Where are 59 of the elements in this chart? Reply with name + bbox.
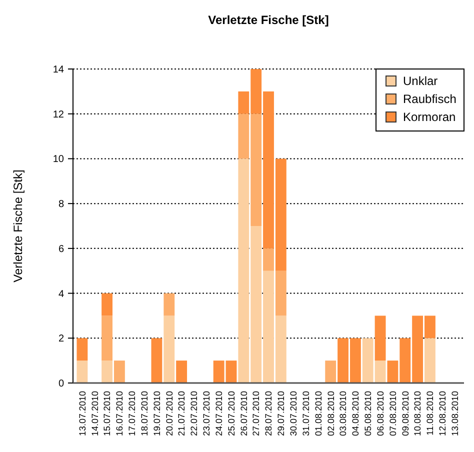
x-tick-label: 14.07.2010 xyxy=(90,391,100,436)
x-tick-label: 25.07.2010 xyxy=(226,391,236,436)
x-tick-label: 22.07.2010 xyxy=(189,391,200,436)
x-tick-label: 29.07.2010 xyxy=(276,391,286,436)
x-tick-label: 01.08.2010 xyxy=(313,391,324,436)
x-tick-label: 19.07.2010 xyxy=(152,391,162,436)
bar xyxy=(325,360,336,383)
y-tick-label: 2 xyxy=(58,334,64,345)
x-tick-label: 10.08.2010 xyxy=(412,391,423,436)
x-tick-label: 20.07.2010 xyxy=(164,391,174,436)
x-tick-label: 13.08.2010 xyxy=(450,391,460,436)
x-tick-label: 26.07.2010 xyxy=(238,391,249,436)
x-tick-label: 11.08.2010 xyxy=(425,391,436,436)
x-tick-label: 13.07.2010 xyxy=(77,391,88,436)
x-tick-label: 23.07.2010 xyxy=(202,391,212,436)
bar xyxy=(102,293,112,316)
bar xyxy=(102,316,112,361)
bar xyxy=(102,360,112,383)
x-tick-label: 30.07.2010 xyxy=(288,391,298,436)
bar xyxy=(76,338,88,361)
x-tick-label: 07.08.2010 xyxy=(388,391,398,436)
x-tick-label: 15.07.2010 xyxy=(102,391,112,436)
x-tick-label: 31.07.2010 xyxy=(300,391,311,436)
x-tick-label: 21.07.2010 xyxy=(176,391,187,436)
y-tick-label: 14 xyxy=(52,64,64,76)
y-tick-label: 12 xyxy=(52,109,64,120)
y-tick-label: 8 xyxy=(58,199,64,210)
bar xyxy=(176,360,188,383)
legend-label: Unklar xyxy=(403,74,438,88)
bar xyxy=(114,360,125,383)
bar xyxy=(275,270,286,316)
x-tick-label: 12.08.2010 xyxy=(438,391,448,436)
x-tick-label: 24.07.2010 xyxy=(214,391,224,436)
bar xyxy=(263,248,274,271)
legend-label: Kormoran xyxy=(403,110,456,124)
legend-label: Raubfisch xyxy=(403,92,456,106)
x-tick-label: 27.07.2010 xyxy=(251,391,262,436)
x-tick-label: 04.08.2010 xyxy=(350,391,361,436)
x-tick-label: 28.07.2010 xyxy=(264,391,274,436)
x-tick-label: 06.08.2010 xyxy=(375,391,386,436)
y-tick-label: 6 xyxy=(58,244,64,255)
bar xyxy=(164,316,175,383)
x-tick-label: 03.08.2010 xyxy=(338,391,348,436)
x-tick-label: 17.07.2010 xyxy=(127,391,138,436)
bar xyxy=(374,316,386,361)
y-tick-label: 4 xyxy=(58,288,64,300)
y-tick-label: 0 xyxy=(58,378,64,390)
x-tick-label: 18.07.2010 xyxy=(139,391,150,436)
chart-title: Verletzte Fische [Stk] xyxy=(208,13,329,27)
y-axis-title: Verletzte Fische [Stk] xyxy=(11,170,25,282)
bar xyxy=(424,338,436,383)
x-tick-label: 02.08.2010 xyxy=(326,391,336,436)
x-tick-label: 05.08.2010 xyxy=(363,391,374,436)
bar xyxy=(151,338,162,383)
bar xyxy=(76,360,88,383)
x-tick-label: 16.07.2010 xyxy=(114,391,125,436)
x-tick-label: 09.08.2010 xyxy=(400,391,410,436)
y-tick-label: 10 xyxy=(52,154,64,166)
bar xyxy=(164,293,175,316)
